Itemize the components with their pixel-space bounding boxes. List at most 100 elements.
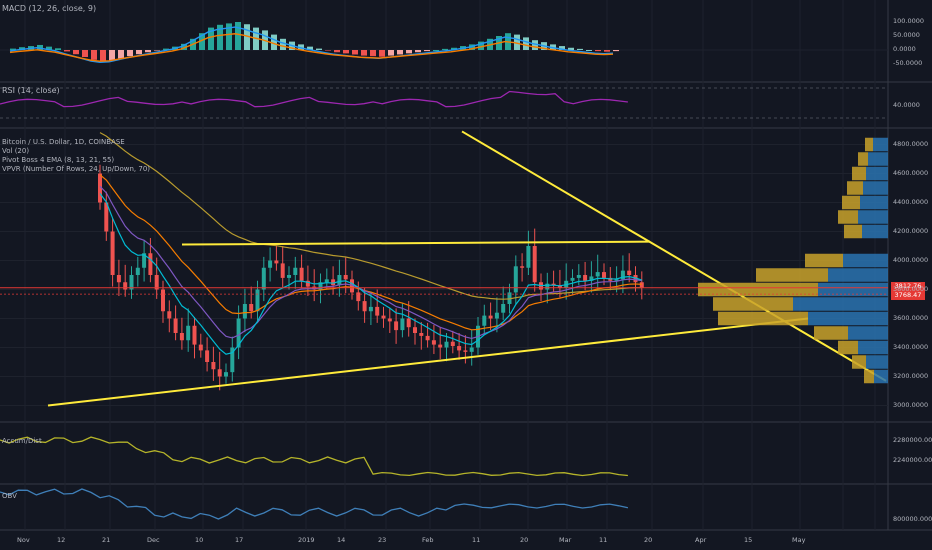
vpvr-down-bar xyxy=(847,181,863,195)
price-tick: 4000.0000 xyxy=(893,255,929,264)
candle xyxy=(142,253,147,268)
vpvr-down-bar xyxy=(864,369,874,384)
macd-histogram-bar xyxy=(145,50,151,53)
macd-histogram-bar xyxy=(469,44,475,50)
vpvr-down-bar xyxy=(838,210,858,224)
candle xyxy=(116,275,121,283)
vpvr-up-bar xyxy=(866,166,888,181)
time-tick: 12 xyxy=(57,536,66,544)
time-tick: 14 xyxy=(337,536,346,544)
vpvr-label[interactable]: VPVR (Number Of Rows, 24, Up/Down, 70) xyxy=(2,165,151,173)
vpvr-down-bar xyxy=(852,355,866,369)
vpvr-up-bar xyxy=(858,340,888,355)
macd-histogram-bar xyxy=(604,50,610,52)
candle xyxy=(614,279,619,281)
candle xyxy=(343,275,348,280)
macd-histogram-bar xyxy=(82,50,88,57)
macd-histogram-bar xyxy=(514,34,520,50)
macd-histogram-bar xyxy=(397,50,403,55)
time-tick: 17 xyxy=(235,536,244,544)
time-tick: 10 xyxy=(195,536,204,544)
vpvr-up-bar xyxy=(828,268,888,282)
macd-histogram-bar xyxy=(136,50,142,55)
vpvr-up-bar xyxy=(866,355,888,369)
candle xyxy=(350,279,354,293)
candle xyxy=(488,315,493,319)
price-tick: 4200.0000 xyxy=(893,226,929,235)
candle xyxy=(633,275,638,283)
macd-histogram-bar xyxy=(46,46,52,50)
candle xyxy=(249,304,254,312)
macd-histogram-bar xyxy=(109,50,115,61)
candle xyxy=(324,279,329,283)
candle xyxy=(261,267,266,290)
macd-histogram-bar xyxy=(118,50,124,59)
time-tick: 11 xyxy=(472,536,481,544)
price-tick: 3200.0000 xyxy=(893,371,929,380)
candle xyxy=(173,318,178,333)
main-legend: Bitcoin / U.S. Dollar, 1D, COINBASE Vol … xyxy=(2,138,150,174)
macd-histogram-bar xyxy=(388,50,394,56)
accdist-line xyxy=(0,436,628,477)
candle xyxy=(368,306,373,312)
last-price-tag: 3812.76 xyxy=(891,282,925,291)
candle xyxy=(280,263,285,278)
ema-13-line xyxy=(99,185,642,340)
macd-histogram-bar xyxy=(523,37,529,50)
macd-histogram-bar xyxy=(478,41,484,50)
candle xyxy=(98,173,102,203)
candle xyxy=(425,335,430,341)
candle xyxy=(362,301,367,312)
macd-histogram-bar xyxy=(64,50,70,52)
candle xyxy=(305,280,310,287)
obv-label: OBV xyxy=(2,492,17,500)
candle xyxy=(557,285,562,289)
volume-label[interactable]: Vol (20) xyxy=(2,147,30,155)
macd-histogram-bar xyxy=(316,48,322,50)
ema-8-line xyxy=(99,193,642,355)
candle xyxy=(438,344,443,348)
macd-histogram-bar xyxy=(154,50,160,51)
vpvr-down-bar xyxy=(852,166,866,181)
vpvr-down-bar xyxy=(858,152,868,166)
vpvr-up-bar xyxy=(848,326,888,340)
rsi-tick: 40.0000 xyxy=(893,101,920,109)
candle xyxy=(469,347,474,352)
time-tick: May xyxy=(792,536,806,544)
macd-histogram-bar xyxy=(532,40,538,50)
candle xyxy=(293,267,298,275)
candle xyxy=(627,270,632,275)
price-tick: 4600.0000 xyxy=(893,168,929,177)
macd-histogram-bar xyxy=(226,23,232,50)
candle xyxy=(161,289,165,312)
obv-line xyxy=(0,488,629,520)
macd-histogram-bar xyxy=(19,47,25,50)
symbol-label[interactable]: Bitcoin / U.S. Dollar, 1D, COINBASE xyxy=(2,138,125,146)
time-tick: 21 xyxy=(102,536,111,544)
candle xyxy=(242,304,247,319)
candle xyxy=(318,282,323,290)
vpvr-up-bar xyxy=(818,282,888,297)
candle xyxy=(501,304,506,313)
candle xyxy=(104,202,109,232)
macd-tick: -50.0000 xyxy=(893,59,923,67)
candle xyxy=(217,369,222,377)
candle xyxy=(400,318,405,331)
candle xyxy=(356,292,361,302)
macd-histogram-bar xyxy=(379,50,385,57)
candle xyxy=(123,282,128,290)
rsi-label: RSI (14, close) xyxy=(2,86,60,95)
macd-histogram-bar xyxy=(127,50,133,57)
vpvr-up-bar xyxy=(860,195,888,210)
candle xyxy=(167,311,172,319)
candle xyxy=(431,340,436,345)
vpvr-down-bar xyxy=(842,195,860,210)
candle xyxy=(532,246,537,283)
ema-label[interactable]: Pivot Boss 4 EMA (8, 13, 21, 55) xyxy=(2,156,115,164)
macd-histogram-bar xyxy=(10,48,16,50)
macd-histogram-bar xyxy=(37,44,43,50)
vpvr-up-bar xyxy=(858,210,888,224)
candle xyxy=(620,270,625,280)
price-tick: 3800.0000 xyxy=(893,284,929,293)
